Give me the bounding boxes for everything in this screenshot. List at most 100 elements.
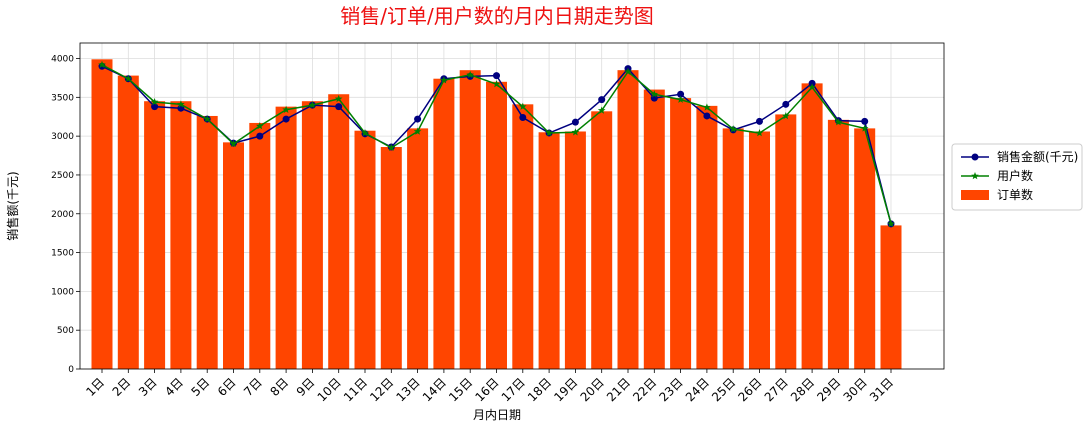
y-tick-label: 1500 — [51, 249, 74, 259]
x-tick-label: 3日 — [136, 375, 160, 399]
x-tick-label: 9日 — [294, 375, 318, 399]
bar — [854, 128, 876, 369]
x-tick-label: 16日 — [472, 375, 501, 404]
data-point — [334, 94, 343, 103]
legend-label-sales: 销售金额(千元) — [997, 149, 1078, 164]
data-point — [256, 122, 264, 130]
data-point — [124, 74, 133, 82]
x-tick-label: 25日 — [709, 375, 738, 404]
x-tick-label: 13日 — [394, 375, 423, 404]
data-point — [282, 115, 290, 123]
data-point — [756, 117, 763, 125]
data-point — [571, 118, 579, 126]
x-tick-label: 27日 — [762, 375, 791, 404]
bar — [564, 131, 586, 369]
bar — [880, 225, 902, 369]
bar — [170, 101, 192, 369]
line-series — [98, 60, 895, 228]
bar — [223, 142, 244, 369]
data-point — [545, 129, 553, 137]
data-point — [808, 83, 816, 91]
y-tick-label: 1000 — [51, 287, 74, 297]
x-tick-label: 29日 — [814, 375, 843, 404]
data-point — [282, 105, 290, 113]
bar — [354, 130, 376, 369]
bar — [670, 98, 692, 369]
data-point — [413, 127, 422, 135]
data-point — [624, 67, 632, 75]
data-point — [703, 112, 711, 120]
data-point — [782, 111, 790, 120]
x-tick-label: 15日 — [446, 375, 475, 404]
bar — [512, 104, 534, 370]
bar — [249, 122, 271, 369]
bar — [617, 70, 639, 370]
data-point — [98, 60, 106, 68]
x-tick-label: 2日 — [110, 375, 134, 399]
bar — [827, 119, 849, 369]
x-tick-label: 8日 — [267, 375, 291, 399]
data-point — [860, 124, 869, 132]
x-axis-label: 月内日期 — [473, 408, 521, 422]
bar — [643, 89, 665, 370]
bar — [722, 128, 744, 369]
x-tick-label: 21日 — [604, 375, 633, 404]
x-tick-label: 7日 — [241, 375, 265, 399]
legend-marker-sales — [971, 153, 979, 161]
bar — [91, 59, 113, 370]
data-point — [361, 129, 369, 137]
x-tick-label: 1日 — [83, 375, 107, 399]
bar — [117, 75, 139, 369]
data-point — [308, 101, 317, 109]
x-tick-label: 5日 — [189, 375, 213, 399]
y-tick-label: 3000 — [51, 132, 74, 142]
data-point — [782, 100, 790, 108]
data-point — [834, 118, 843, 126]
x-tick-label: 11日 — [341, 375, 370, 404]
bar — [301, 101, 323, 369]
data-point — [598, 96, 606, 104]
bar — [696, 105, 718, 369]
data-point — [676, 95, 685, 103]
data-point — [256, 132, 264, 140]
x-tick-label: 18日 — [525, 375, 554, 404]
y-tick-label: 0 — [68, 365, 74, 375]
bar — [144, 101, 166, 369]
x-tick-label: 6日 — [215, 375, 239, 399]
bar — [328, 94, 350, 369]
plot-frame — [79, 42, 945, 370]
x-tick-label: 31日 — [867, 375, 896, 404]
data-point — [466, 70, 474, 79]
data-point — [861, 117, 869, 125]
x-tick-label: 22日 — [630, 375, 659, 404]
data-point — [755, 129, 764, 137]
data-point — [519, 114, 527, 122]
bar — [196, 115, 218, 369]
data-point — [519, 102, 527, 110]
legend: 销售金额(千元) 用户数 订单数 — [951, 143, 1083, 211]
legend-label-users: 用户数 — [997, 168, 1033, 183]
data-point — [414, 115, 422, 123]
y-axis-ticks: 0 500 1000 1500 2000 2500 3000 3500 4000 — [51, 55, 80, 375]
chart-title: 销售/订单/用户数的月内日期走势图 — [340, 4, 653, 28]
bar-series — [91, 59, 902, 370]
x-tick-label: 28日 — [788, 375, 817, 404]
data-point — [597, 106, 606, 114]
y-tick-label: 500 — [57, 326, 74, 336]
data-point — [177, 100, 185, 108]
bar — [538, 132, 560, 369]
legend-marker-users — [971, 172, 979, 180]
data-point — [887, 219, 895, 228]
bar — [275, 106, 297, 370]
x-tick-label: 17日 — [499, 375, 528, 404]
data-point — [229, 139, 238, 148]
x-tick-label: 20日 — [578, 375, 607, 404]
data-point — [150, 97, 159, 106]
data-point — [492, 80, 501, 88]
x-axis-ticks: 1日 2日 3日 4日 5日 6日 7日 8日 9日10日11日12日13日14日15日16日1… — [83, 369, 896, 404]
data-point — [440, 76, 448, 84]
legend-swatch-orders — [961, 190, 989, 200]
x-tick-label: 19日 — [551, 375, 580, 404]
